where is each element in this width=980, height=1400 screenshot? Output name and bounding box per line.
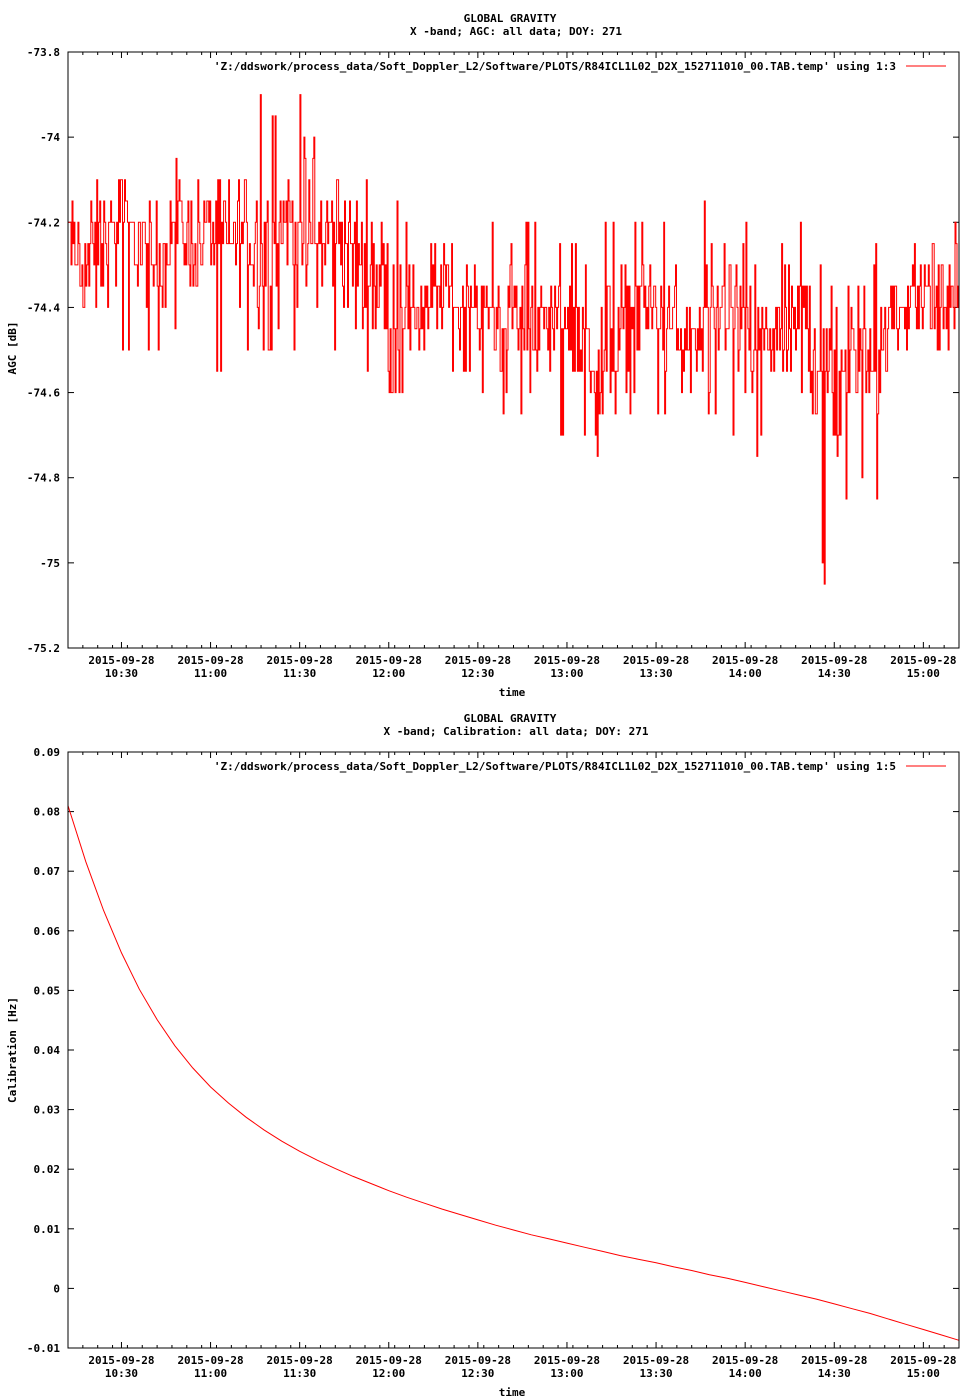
calibration-y-tick-label: 0.06 bbox=[34, 925, 61, 938]
calibration-chart-title: GLOBAL GRAVITY bbox=[464, 712, 557, 725]
calibration-y-tick-label: 0.03 bbox=[34, 1104, 61, 1117]
agc-x-tick-date: 2015-09-28 bbox=[356, 654, 422, 667]
agc-x-tick-date: 2015-09-28 bbox=[177, 654, 243, 667]
agc-y-tick-label: -74.8 bbox=[27, 472, 60, 485]
calibration-x-tick-date: 2015-09-28 bbox=[623, 1354, 689, 1367]
calibration-y-tick-label: 0.07 bbox=[34, 865, 61, 878]
calibration-chart: GLOBAL GRAVITY X -band; Calibration: all… bbox=[6, 712, 960, 1399]
calibration-y-tick-label: 0.08 bbox=[34, 806, 61, 819]
calibration-x-tick-date: 2015-09-28 bbox=[88, 1354, 154, 1367]
agc-y-tick-label: -74.4 bbox=[27, 301, 60, 314]
agc-x-tick-date: 2015-09-28 bbox=[267, 654, 333, 667]
calibration-x-ticks: 2015-09-2810:302015-09-2811:002015-09-28… bbox=[67, 752, 960, 1380]
calibration-x-tick-date: 2015-09-28 bbox=[267, 1354, 333, 1367]
calibration-y-tick-label: 0.09 bbox=[34, 746, 61, 759]
calibration-y-tick-label: 0.04 bbox=[34, 1044, 61, 1057]
agc-series-line bbox=[68, 94, 960, 585]
calibration-y-tick-label: 0.02 bbox=[34, 1163, 61, 1176]
agc-y-tick-label: -74.6 bbox=[27, 387, 60, 400]
calibration-x-tick-time: 12:30 bbox=[461, 1367, 494, 1380]
agc-x-tick-time: 10:30 bbox=[105, 667, 138, 680]
agc-x-tick-date: 2015-09-28 bbox=[445, 654, 511, 667]
agc-y-tick-label: -75.2 bbox=[27, 642, 60, 655]
calibration-x-tick-date: 2015-09-28 bbox=[890, 1354, 956, 1367]
calibration-x-tick-time: 10:30 bbox=[105, 1367, 138, 1380]
agc-x-axis-label: time bbox=[499, 686, 526, 699]
calibration-y-ticks: 0.09 0.08 0.07 0.06 0.05 0.04 0.03 0.02 0.01 0 -0.… bbox=[27, 746, 959, 1355]
agc-x-tick-time: 11:00 bbox=[194, 667, 227, 680]
agc-y-tick-label: -74 bbox=[40, 131, 60, 144]
agc-legend-label: 'Z:/ddswork/process_data/Soft_Doppler_L2… bbox=[214, 60, 896, 73]
calibration-y-tick-label: 0 bbox=[53, 1282, 60, 1295]
calibration-plot-frame bbox=[67, 751, 960, 1349]
agc-x-tick-date: 2015-09-28 bbox=[88, 654, 154, 667]
calibration-x-tick-time: 12:00 bbox=[372, 1367, 405, 1380]
agc-x-tick-time: 13:30 bbox=[639, 667, 672, 680]
calibration-x-tick-date: 2015-09-28 bbox=[712, 1354, 778, 1367]
calibration-x-tick-time: 14:00 bbox=[729, 1367, 762, 1380]
calibration-x-tick-time: 14:30 bbox=[818, 1367, 851, 1380]
calibration-x-tick-time: 15:00 bbox=[907, 1367, 940, 1380]
calibration-x-tick-time: 13:00 bbox=[550, 1367, 583, 1380]
calibration-x-tick-time: 11:30 bbox=[283, 1367, 316, 1380]
calibration-x-tick-date: 2015-09-28 bbox=[445, 1354, 511, 1367]
calibration-x-tick-date: 2015-09-28 bbox=[356, 1354, 422, 1367]
agc-x-tick-date: 2015-09-28 bbox=[534, 654, 600, 667]
calibration-x-tick-date: 2015-09-28 bbox=[801, 1354, 867, 1367]
agc-x-tick-time: 13:00 bbox=[550, 667, 583, 680]
agc-x-tick-time: 12:30 bbox=[461, 667, 494, 680]
agc-y-ticks: -73.8 -74 -74.2 -74.4 -74.6 -74.8 -75 -75.2 bbox=[27, 46, 959, 655]
agc-y-axis-label: AGC [dB] bbox=[6, 322, 19, 375]
calibration-x-tick-time: 11:00 bbox=[194, 1367, 227, 1380]
agc-x-tick-date: 2015-09-28 bbox=[801, 654, 867, 667]
agc-chart-title: GLOBAL GRAVITY bbox=[464, 12, 557, 25]
agc-x-tick-date: 2015-09-28 bbox=[890, 654, 956, 667]
agc-y-tick-label: -73.8 bbox=[27, 46, 60, 59]
calibration-chart-subtitle: X -band; Calibration: all data; DOY: 271 bbox=[384, 725, 649, 738]
agc-x-tick-time: 14:00 bbox=[729, 667, 762, 680]
agc-y-tick-label: -75 bbox=[40, 557, 60, 570]
calibration-x-tick-date: 2015-09-28 bbox=[534, 1354, 600, 1367]
calibration-legend-label: 'Z:/ddswork/process_data/Soft_Doppler_L2… bbox=[214, 760, 896, 773]
calibration-x-tick-time: 13:30 bbox=[639, 1367, 672, 1380]
agc-x-tick-time: 15:00 bbox=[907, 667, 940, 680]
calibration-y-tick-label: 0.01 bbox=[34, 1223, 61, 1236]
agc-plot-frame bbox=[67, 51, 960, 649]
agc-x-tick-time: 14:30 bbox=[818, 667, 851, 680]
agc-chart: GLOBAL GRAVITY X -band; AGC: all data; D… bbox=[6, 12, 960, 699]
agc-x-tick-date: 2015-09-28 bbox=[623, 654, 689, 667]
calibration-y-axis-label: Calibration [Hz] bbox=[6, 997, 19, 1103]
calibration-x-axis-label: time bbox=[499, 1386, 526, 1399]
agc-x-tick-time: 12:00 bbox=[372, 667, 405, 680]
agc-chart-subtitle: X -band; AGC: all data; DOY: 271 bbox=[410, 25, 622, 38]
agc-x-ticks: 2015-09-2810:302015-09-2811:002015-09-28… bbox=[67, 52, 960, 680]
agc-y-tick-label: -74.2 bbox=[27, 216, 60, 229]
calibration-y-tick-label: -0.01 bbox=[27, 1342, 60, 1355]
agc-x-tick-date: 2015-09-28 bbox=[712, 654, 778, 667]
agc-x-tick-time: 11:30 bbox=[283, 667, 316, 680]
calibration-y-tick-label: 0.05 bbox=[34, 984, 61, 997]
calibration-series-line bbox=[67, 805, 960, 1341]
calibration-x-tick-date: 2015-09-28 bbox=[177, 1354, 243, 1367]
